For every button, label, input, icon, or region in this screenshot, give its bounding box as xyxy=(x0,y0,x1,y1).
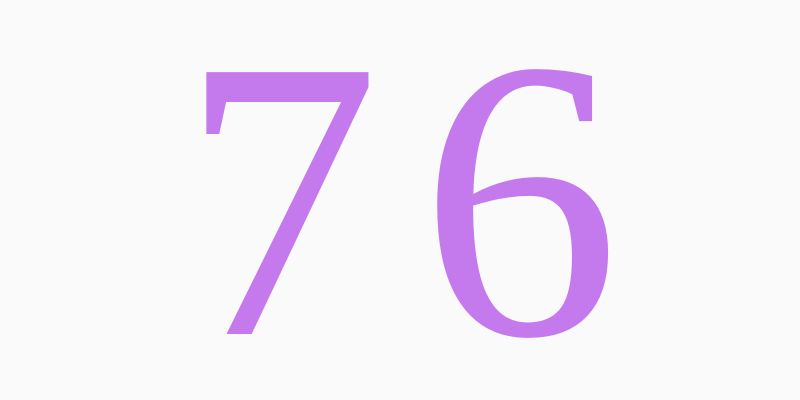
big-number: 76 xyxy=(180,0,660,400)
number-display-canvas: 76 xyxy=(180,0,660,400)
